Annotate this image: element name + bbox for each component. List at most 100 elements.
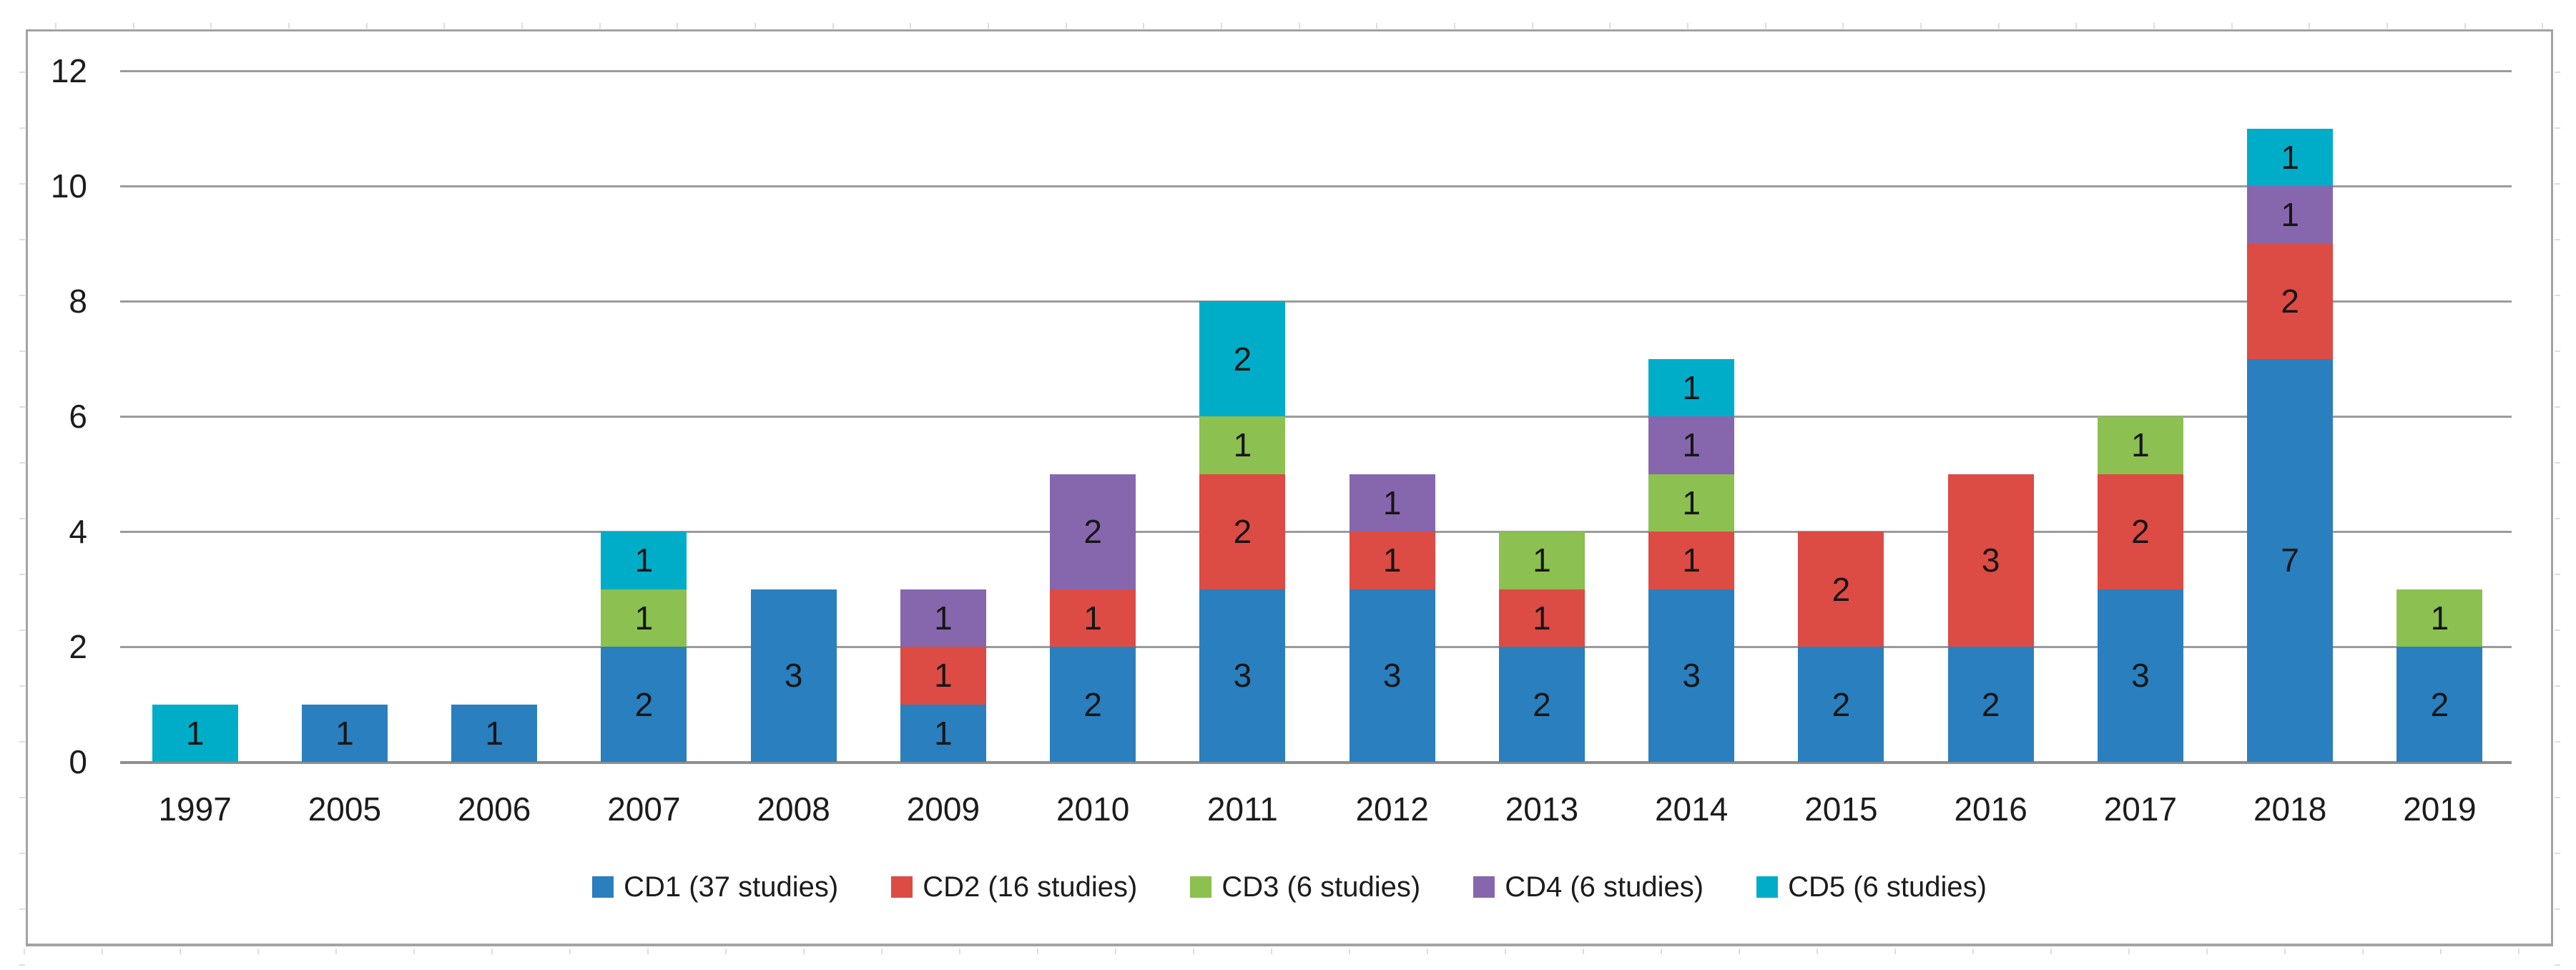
grid-tick xyxy=(959,949,960,954)
grid-tick xyxy=(1193,949,1194,954)
x-axis-category-label: 2013 xyxy=(1505,790,1579,828)
grid-tick xyxy=(19,741,25,743)
bar-segment-cd4-2012: 1 xyxy=(1349,474,1435,531)
bar-segment-value-label: 1 xyxy=(335,714,354,752)
bar-segment-cd2-2013: 1 xyxy=(1498,589,1585,647)
bar-segment-cd4-2018: 1 xyxy=(2247,186,2334,244)
x-axis-category-label: 2016 xyxy=(1954,790,2027,828)
grid-tick xyxy=(1505,949,1506,954)
grid-tick xyxy=(2050,949,2052,954)
grid-tick xyxy=(569,949,571,954)
bar-segment-value-label: 1 xyxy=(185,714,205,752)
bar-segment-cd5-1997: 1 xyxy=(152,704,238,762)
grid-tick xyxy=(443,23,446,29)
bar-segment-cd1-2013: 2 xyxy=(1498,647,1585,762)
y-axis-tick-label: 0 xyxy=(69,743,87,780)
grid-tick xyxy=(2555,853,2560,854)
x-axis-category-label: 2012 xyxy=(1355,790,1429,828)
bar-segment-value-label: 2 xyxy=(1233,340,1252,378)
bar-segment-value-label: 1 xyxy=(1682,542,1701,579)
bar-segment-cd3-2014: 1 xyxy=(1648,474,1735,531)
bar-segment-value-label: 3 xyxy=(1233,657,1252,695)
grid-tick xyxy=(210,23,212,29)
legend-item-cd5: CD5 (6 studies) xyxy=(1756,873,1987,901)
grid-tick xyxy=(1376,23,1378,29)
bar-segment-cd2-2011: 2 xyxy=(1199,474,1286,589)
grid-tick xyxy=(2464,23,2466,29)
grid-tick xyxy=(19,964,25,966)
legend-swatch-cd2 xyxy=(891,876,913,898)
x-axis-category-label: 2006 xyxy=(457,790,531,828)
bar-segment-cd2-2015: 2 xyxy=(1798,531,1884,647)
grid-tick xyxy=(180,949,181,954)
legend-item-cd1: CD1 (37 studies) xyxy=(592,873,838,901)
bar-segment-value-label: 3 xyxy=(1382,657,1402,695)
x-axis-category-label: 2007 xyxy=(607,790,681,828)
grid-tick xyxy=(491,949,493,954)
bar-segment-cd2-2010: 1 xyxy=(1050,589,1136,647)
bar-segment-cd2-2017: 2 xyxy=(2097,474,2183,589)
bar-segment-cd1-2015: 2 xyxy=(1798,647,1884,762)
grid-tick xyxy=(2555,406,2560,408)
bar-segment-cd3-2017: 1 xyxy=(2097,416,2183,474)
bar-segment-value-label: 1 xyxy=(1682,368,1701,406)
bar-segment-cd2-2016: 3 xyxy=(1947,474,2034,647)
bar-segment-value-label: 1 xyxy=(634,599,654,637)
bar-segment-cd4-2014: 1 xyxy=(1648,416,1735,474)
y-axis-tick-label: 2 xyxy=(69,628,87,665)
grid-tick xyxy=(102,949,103,954)
bar-segment-cd1-2016: 2 xyxy=(1947,647,2034,762)
grid-tick xyxy=(19,629,25,631)
grid-tick xyxy=(2555,127,2560,129)
bar-segment-cd5-2011: 2 xyxy=(1199,301,1286,416)
grid-tick xyxy=(19,462,25,464)
bar-segment-cd3-2013: 1 xyxy=(1498,531,1585,589)
bar-segment-value-label: 3 xyxy=(1682,657,1701,695)
bar-segment-value-label: 2 xyxy=(1083,685,1102,723)
grid-tick xyxy=(988,23,990,29)
grid-tick xyxy=(2555,518,2560,519)
grid-tick xyxy=(2362,949,2364,954)
bar-segment-cd2-2012: 1 xyxy=(1349,531,1435,589)
grid-tick xyxy=(55,23,56,29)
grid-tick xyxy=(1531,23,1533,29)
bar-segment-value-label: 3 xyxy=(1981,542,2000,579)
grid-tick xyxy=(19,574,25,575)
grid-tick xyxy=(19,239,25,240)
bar-segment-cd1-2011: 3 xyxy=(1199,589,1286,762)
bar-segment-value-label: 1 xyxy=(1382,542,1402,579)
grid-tick xyxy=(599,23,601,29)
x-axis-category-label: 2018 xyxy=(2253,790,2327,828)
x-axis-category-label: 2019 xyxy=(2403,790,2477,828)
bar-segment-value-label: 2 xyxy=(1233,513,1252,550)
grid-tick xyxy=(413,949,415,954)
bar-segment-value-label: 2 xyxy=(1083,513,1102,550)
bar-segment-value-label: 1 xyxy=(1682,426,1701,464)
bar-segment-cd4-2009: 1 xyxy=(900,589,986,647)
y-gridline xyxy=(120,300,2512,303)
grid-tick xyxy=(132,23,134,29)
grid-tick xyxy=(2555,964,2560,966)
x-axis-category-label: 2017 xyxy=(2103,790,2178,828)
grid-tick xyxy=(2153,23,2155,29)
grid-tick xyxy=(1115,949,1116,954)
y-axis-tick-label: 12 xyxy=(50,52,87,89)
x-axis-category-label: 2011 xyxy=(1206,790,1278,828)
grid-tick xyxy=(19,127,25,129)
bar-segment-value-label: 3 xyxy=(784,657,803,695)
grid-tick xyxy=(803,949,805,954)
x-axis-category-label: 1997 xyxy=(158,790,232,828)
bar-segment-value-label: 7 xyxy=(2281,542,2299,579)
grid-tick xyxy=(1997,23,2000,29)
grid-tick xyxy=(2284,949,2286,954)
grid-tick xyxy=(2555,908,2560,910)
grid-tick xyxy=(257,949,259,954)
grid-tick xyxy=(1143,23,1145,29)
x-axis-category-label: 2015 xyxy=(1804,790,1878,828)
bar-segment-cd2-2018: 2 xyxy=(2247,243,2334,359)
grid-tick xyxy=(647,949,649,954)
bar-segment-value-label: 2 xyxy=(634,685,654,723)
grid-tick xyxy=(2075,23,2078,29)
y-gridline xyxy=(120,70,2512,72)
